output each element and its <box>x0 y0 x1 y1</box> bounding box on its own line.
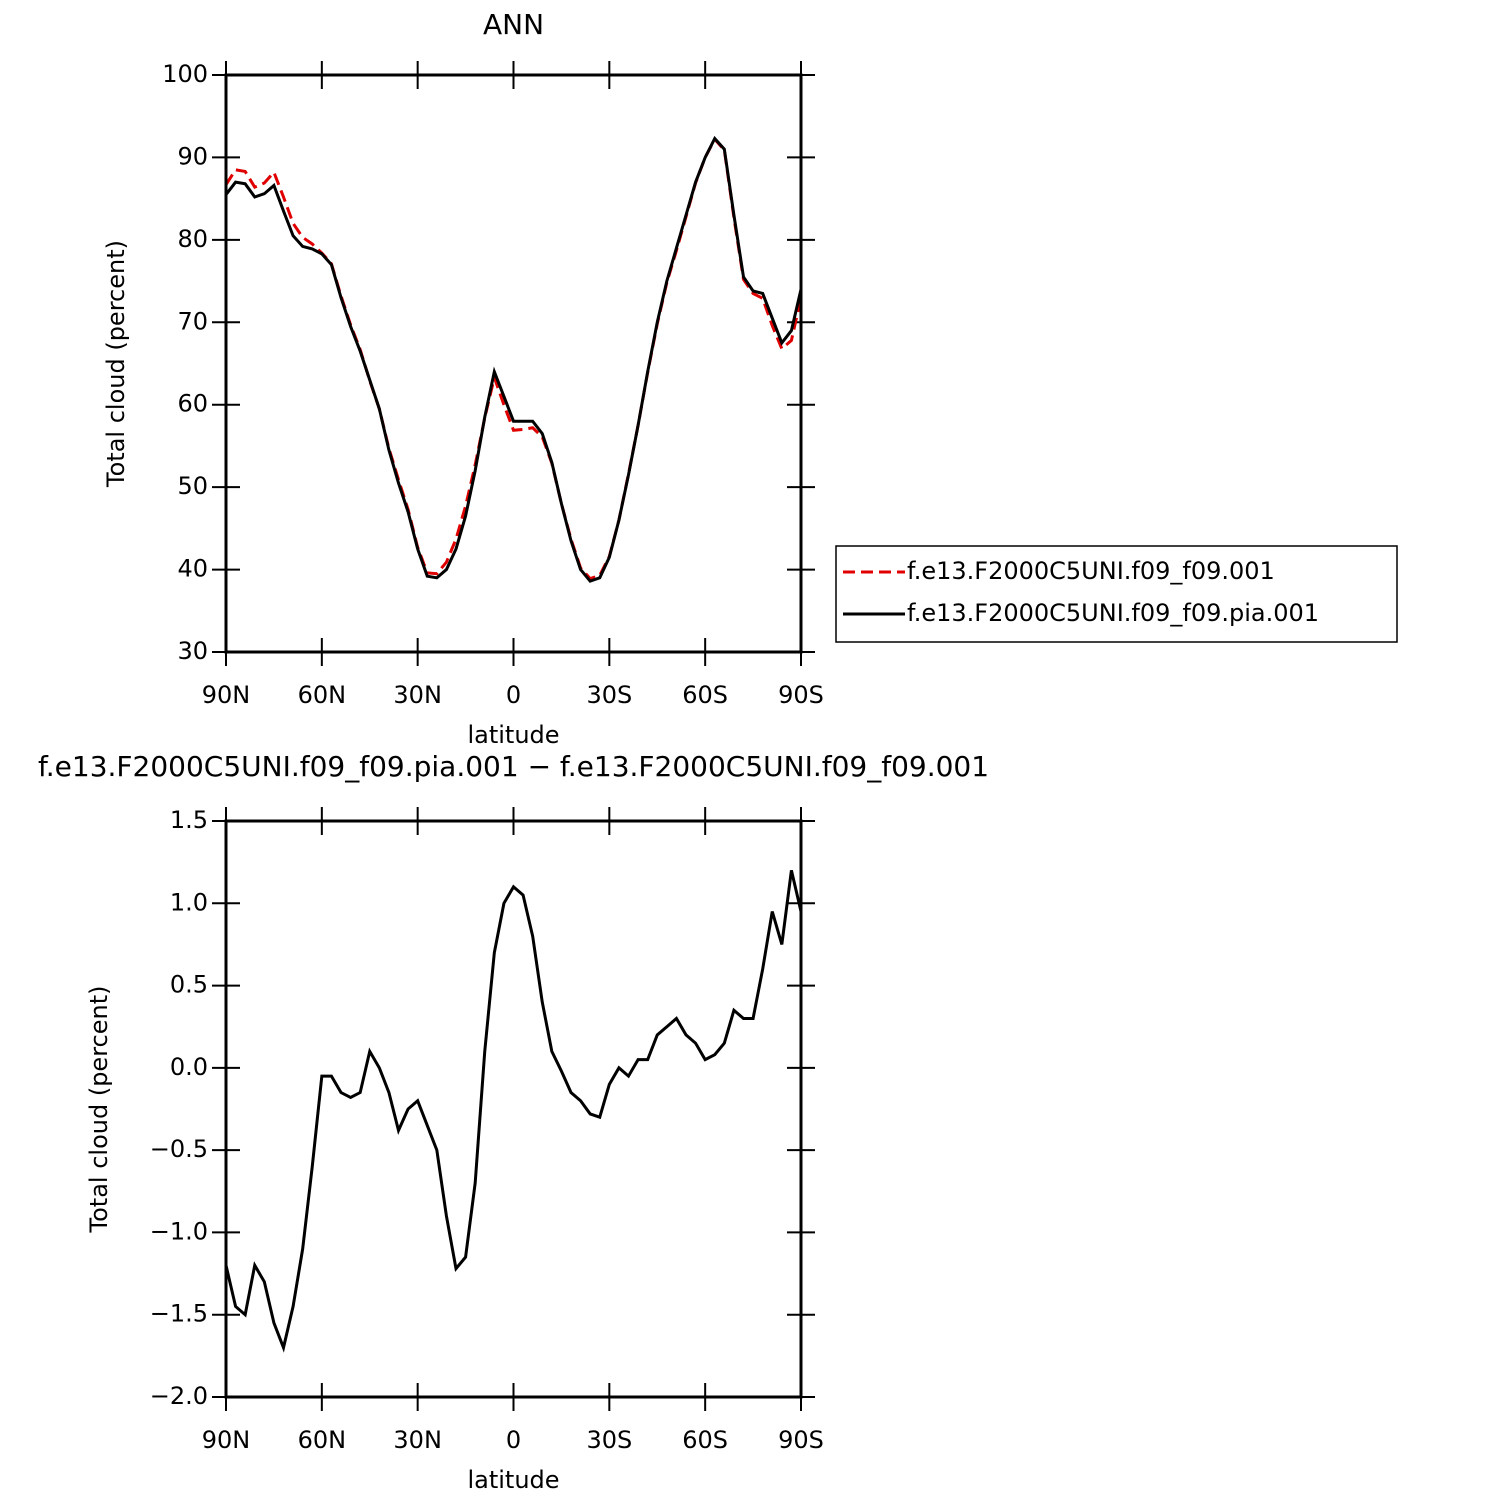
y-tick-label: −2.0 <box>150 1382 208 1410</box>
chart-title: ANN <box>483 8 544 41</box>
x-tick-label: 0 <box>506 681 521 709</box>
y-tick-label: −0.5 <box>150 1135 208 1163</box>
y-tick-label: −1.5 <box>150 1300 208 1328</box>
y-tick-label: 70 <box>177 307 208 335</box>
y-tick-label: 30 <box>177 637 208 665</box>
x-tick-label: 60N <box>298 1426 347 1454</box>
plot-frame <box>224 73 803 654</box>
x-tick-label: 0 <box>506 1426 521 1454</box>
y-tick-label: 90 <box>177 142 208 170</box>
y-axis-label: Total cloud (percent) <box>102 240 130 488</box>
y-tick-label: 40 <box>177 555 208 583</box>
x-tick-label: 60S <box>682 681 728 709</box>
x-tick-label: 90S <box>778 1426 824 1454</box>
x-tick-label: 60N <box>298 681 347 709</box>
legend-label: f.e13.F2000C5UNI.f09_f09.pia.001 <box>907 599 1319 627</box>
legend-label: f.e13.F2000C5UNI.f09_f09.001 <box>907 557 1275 585</box>
y-tick-label: 0.5 <box>170 971 208 999</box>
data-line <box>224 870 803 1353</box>
x-tick-label: 90S <box>778 681 824 709</box>
y-axis-label: Total cloud (percent) <box>85 986 113 1234</box>
x-tick-label: 30N <box>393 1426 442 1454</box>
legend-box <box>835 545 1398 643</box>
y-tick-label: 80 <box>177 225 208 253</box>
x-tick-label: 30N <box>393 681 442 709</box>
chart-title: f.e13.F2000C5UNI.f09_f09.pia.001 − f.e13… <box>38 750 989 783</box>
y-tick-label: 1.0 <box>170 888 208 916</box>
x-tick-label: 90N <box>202 681 251 709</box>
x-tick-label: 30S <box>586 1426 632 1454</box>
x-tick-label: 30S <box>586 681 632 709</box>
y-tick-label: 0.0 <box>170 1053 208 1081</box>
data-line <box>224 135 803 583</box>
y-tick-label: 50 <box>177 472 208 500</box>
x-tick-label: 60S <box>682 1426 728 1454</box>
y-tick-label: 60 <box>177 390 208 418</box>
x-axis-label: latitude <box>467 721 559 749</box>
y-tick-label: 100 <box>162 60 208 88</box>
plot-frame <box>224 819 803 1399</box>
x-axis-label: latitude <box>467 1466 559 1494</box>
x-tick-label: 90N <box>202 1426 251 1454</box>
y-tick-label: −1.0 <box>150 1217 208 1245</box>
y-tick-label: 1.5 <box>170 806 208 834</box>
data-line <box>224 136 803 581</box>
